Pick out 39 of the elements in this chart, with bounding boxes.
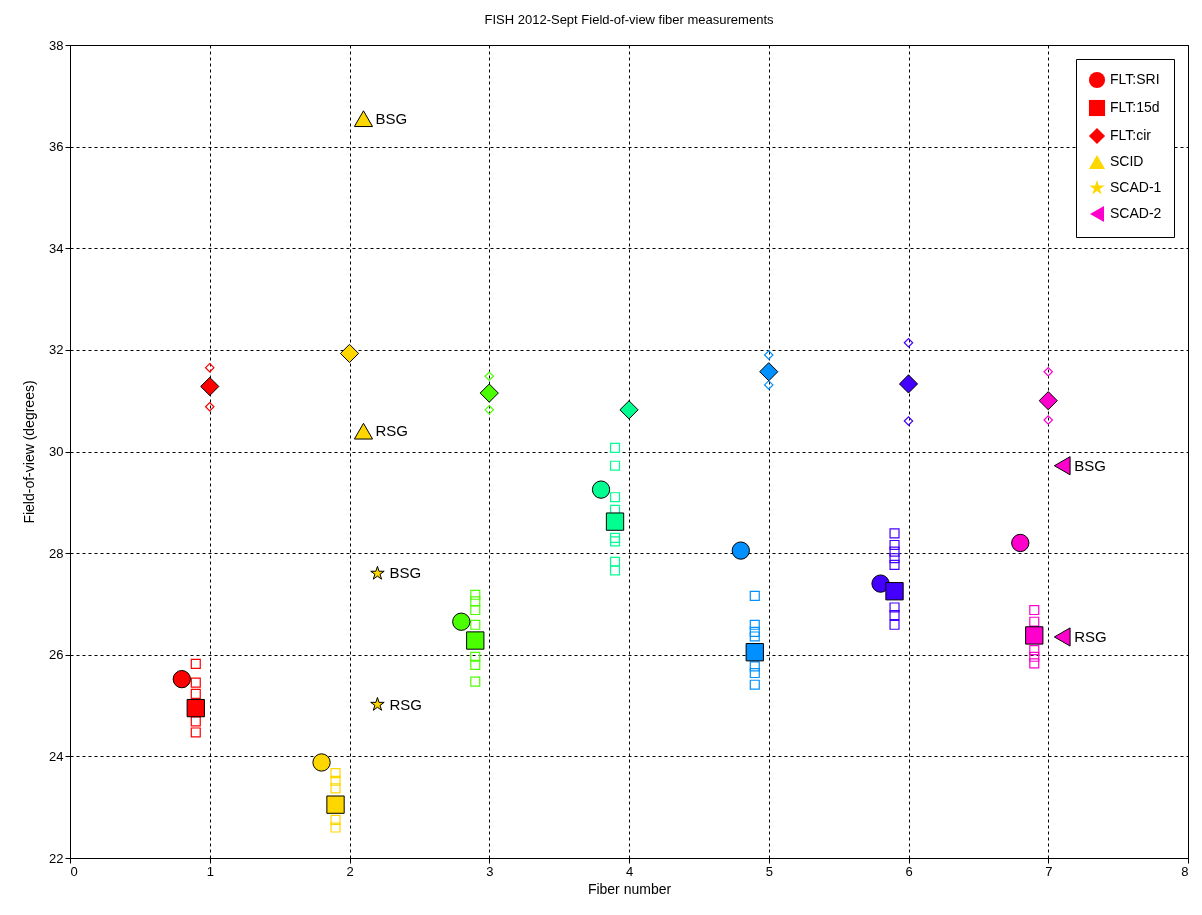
annotation: RSG [375, 422, 408, 440]
legend-label: SCAD-2 [1110, 205, 1162, 221]
x-tick-label: 4 [625, 863, 634, 879]
y-tick-label: 28 [49, 545, 64, 561]
point [370, 696, 385, 711]
chart-title: FISH 2012-Sept Field-of-view fiber measurements [484, 12, 774, 27]
y-tick-label: 26 [49, 647, 64, 663]
point [1053, 627, 1071, 647]
point [1053, 456, 1071, 476]
legend-label: SCAD-1 [1110, 179, 1162, 195]
point [353, 422, 374, 440]
y-tick-label: 30 [49, 444, 64, 459]
legend-label: FLT:15d [1110, 99, 1160, 115]
y-tick-label: 34 [49, 240, 64, 256]
legend-label: SCID [1110, 153, 1144, 169]
x-tick-label: 1 [206, 863, 214, 879]
x-tick-label: 5 [765, 863, 773, 879]
x-tick-label: 8 [1181, 863, 1189, 879]
y-tick-label: 36 [49, 139, 64, 155]
annotation: BSG [389, 564, 422, 582]
annotation: BSG [1074, 456, 1106, 474]
x-tick-label: 2 [346, 863, 354, 879]
x-tick-label: 6 [905, 863, 913, 879]
legend-label: FLT:cir [1110, 127, 1152, 143]
x-axis-title: Fiber number [587, 880, 672, 897]
annotation: RSG [1074, 627, 1107, 645]
x-tick-label: 0 [70, 863, 78, 879]
legend-label: FLT:SRI [1110, 71, 1160, 87]
y-tick-label: 24 [49, 748, 64, 764]
x-tick-label: 3 [486, 863, 494, 879]
annotation: RSG [389, 695, 422, 713]
y-axis-title: Field-of-view (degrees) [21, 380, 38, 524]
y-tick-label: 38 [49, 37, 64, 53]
y-tick-label: 32 [49, 342, 64, 358]
y-tick-label: 22 [49, 850, 64, 866]
x-tick-label: 7 [1045, 863, 1053, 879]
annotation: BSG [375, 109, 408, 127]
point [353, 110, 374, 128]
point [370, 565, 385, 580]
